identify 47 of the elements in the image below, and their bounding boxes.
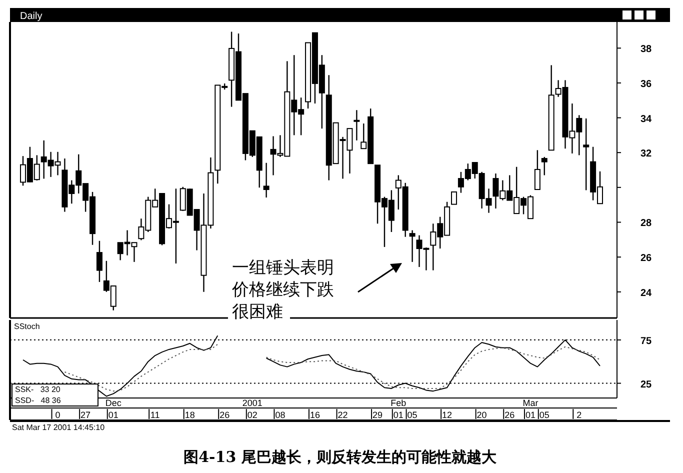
x-tick-label: 26 xyxy=(220,410,230,420)
annotation: SSD- 48 36 xyxy=(15,396,62,405)
candlestick xyxy=(96,240,102,283)
x-tick-label: 11 xyxy=(150,410,160,420)
candlestick xyxy=(451,191,458,205)
x-tick-label: 05 xyxy=(407,410,418,420)
y-tick-label: 75 xyxy=(640,336,652,347)
y-tick-label: 34 xyxy=(640,114,652,125)
x-tick-label: 08 xyxy=(275,410,286,420)
y-tick-label: 38 xyxy=(640,44,652,56)
y-tick-label: 25 xyxy=(640,379,652,390)
x-tick-label: 01 xyxy=(108,410,118,420)
text: 2001 xyxy=(242,398,262,408)
y-tick-label: 32 xyxy=(640,148,652,160)
annotation: SSK- 33 20 xyxy=(15,385,61,394)
x-tick-label: 01 xyxy=(393,410,404,420)
candlestick xyxy=(534,150,540,190)
x-tick-label: 05 xyxy=(539,410,550,420)
caption: 图4-13 尾巴越长，则反转发生的可能性就越大 xyxy=(184,448,498,466)
y-tick-label: 24 xyxy=(640,288,652,299)
x-tick-label: 02 xyxy=(247,410,258,420)
chart-title: Daily xyxy=(20,11,42,22)
candlestick xyxy=(541,156,548,176)
y-tick-label: 26 xyxy=(640,253,652,264)
x-tick-label: 2 xyxy=(576,410,582,420)
text: Dec xyxy=(105,398,122,408)
candlestick xyxy=(354,110,360,141)
candlestick xyxy=(409,230,416,263)
x-tick-label: 20 xyxy=(476,410,487,420)
x-tick-label: 12 xyxy=(442,410,452,420)
x-tick-label: 0 xyxy=(55,410,60,420)
x-tick-label: 29 xyxy=(372,410,383,420)
x-tick-label: 16 xyxy=(310,410,320,420)
text: Sat Mar 17 2001 14:45:10 xyxy=(12,423,106,432)
candlestick xyxy=(583,118,590,191)
annotation: 一组锤头表明价格继续下跌很困难 xyxy=(231,258,334,322)
y-tick-label: 36 xyxy=(640,78,652,90)
x-tick-label: 01 xyxy=(525,410,536,420)
x-tick-label: 27 xyxy=(80,410,91,420)
x-tick-label: 22 xyxy=(338,410,348,420)
chart-title: SStoch xyxy=(14,322,40,331)
y-tick-label: 28 xyxy=(640,218,652,230)
candlestick xyxy=(263,162,270,198)
x-tick-label: 26 xyxy=(504,410,515,420)
text: Feb xyxy=(390,398,406,408)
x-tick-label: 18 xyxy=(184,410,195,420)
text: Mar xyxy=(522,398,538,408)
